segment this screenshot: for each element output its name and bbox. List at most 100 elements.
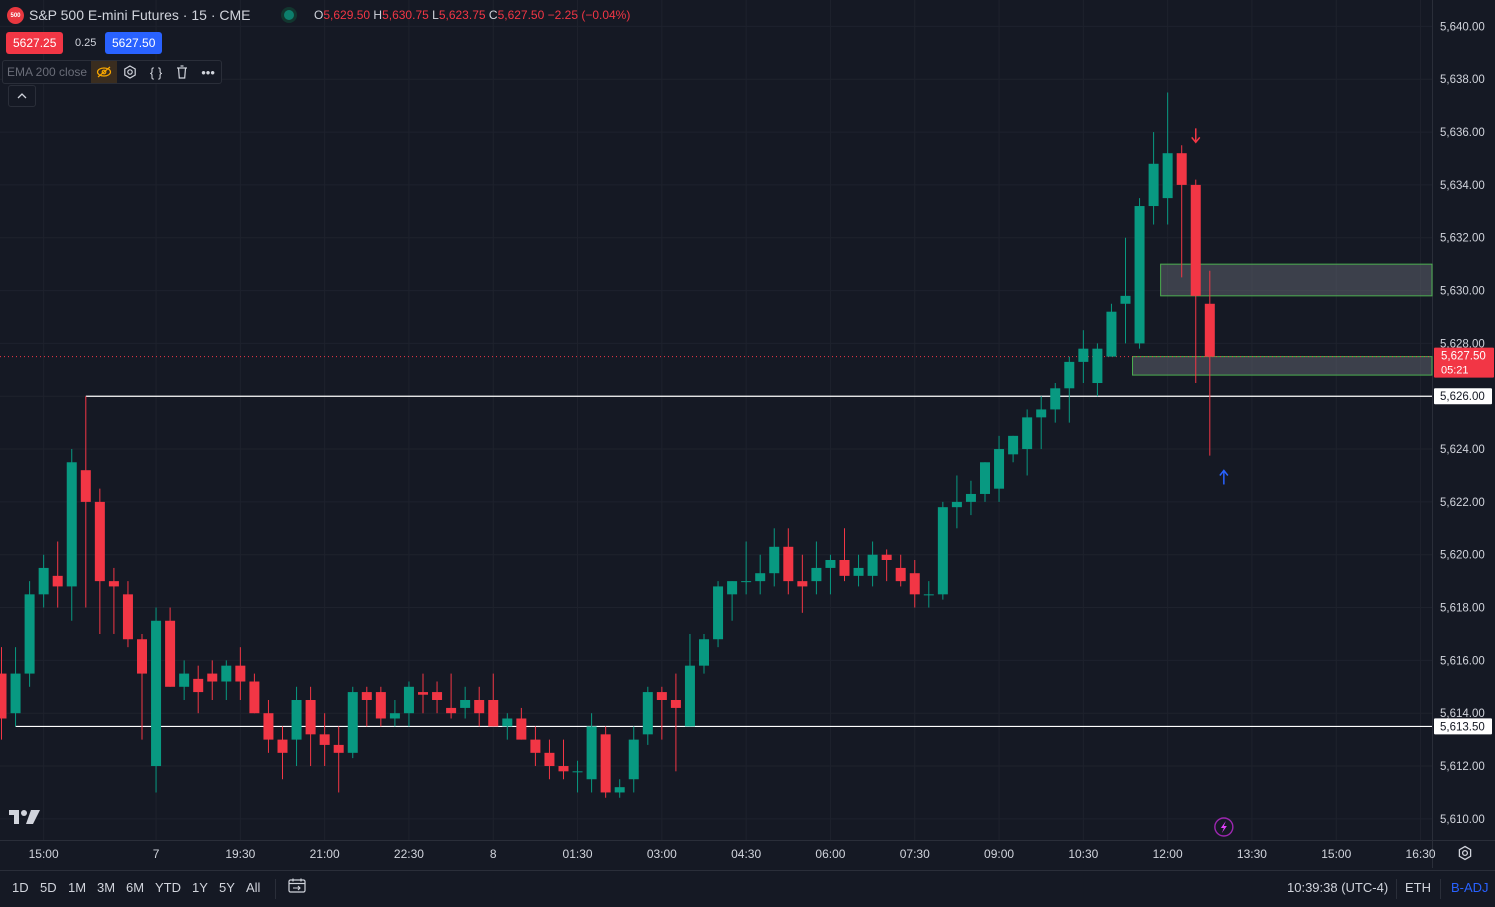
more-icon[interactable]: ••• xyxy=(201,64,215,80)
range-5d-button[interactable]: 5D xyxy=(40,880,57,895)
open-value: 5,629.50 xyxy=(323,8,371,22)
x-axis-tick-label: 15:00 xyxy=(29,847,59,861)
clock-timezone[interactable]: 10:39:38 (UTC-4) xyxy=(1287,880,1389,895)
low-value: 5,623.75 xyxy=(438,8,486,22)
range-6m-button[interactable]: 6M xyxy=(126,880,145,895)
candle-body xyxy=(1106,311,1117,357)
event-marker-bolt xyxy=(1220,821,1227,833)
candle-body xyxy=(741,581,752,583)
symbol-title[interactable]: S&P 500 E-mini Futures · 15 · CME xyxy=(29,7,251,23)
candle-body xyxy=(249,681,260,714)
session-toggle[interactable]: ETH xyxy=(1405,880,1431,895)
candle-body xyxy=(375,692,386,719)
indicator-legend[interactable]: EMA 200 close { } ••• xyxy=(2,60,223,84)
y-axis-tick-label: 5,636.00 xyxy=(1440,127,1485,139)
candle-body xyxy=(684,665,695,727)
x-axis-tick-label: 16:30 xyxy=(1406,847,1436,861)
collapse-legend-button[interactable] xyxy=(8,85,36,107)
candle-body xyxy=(516,718,527,740)
candle-body xyxy=(432,692,443,700)
candle-body xyxy=(951,501,962,508)
candle-body xyxy=(460,700,471,708)
candle-body xyxy=(38,567,49,595)
candle-body xyxy=(755,573,766,582)
candle-body xyxy=(1190,184,1201,296)
candle-body xyxy=(642,692,653,735)
chart-settings-gear-icon[interactable] xyxy=(1457,845,1473,865)
x-axis-tick-label: 15:00 xyxy=(1321,847,1351,861)
range-all-button[interactable]: All xyxy=(246,880,261,895)
hline-price-label-bg xyxy=(1434,388,1492,405)
goto-date-calendar-icon[interactable] xyxy=(288,878,306,893)
indicator-label[interactable]: EMA 200 close xyxy=(7,65,88,79)
candle-body xyxy=(797,581,808,587)
settings-icon[interactable] xyxy=(117,61,143,83)
x-axis-tick-label: 12:00 xyxy=(1153,847,1183,861)
candle-body xyxy=(305,700,316,735)
x-axis-tick-label: 07:30 xyxy=(900,847,930,861)
low-key: L xyxy=(432,8,439,22)
hline-price-label: 5,613.50 xyxy=(1440,721,1485,733)
range-3m-button[interactable]: 3M xyxy=(97,880,116,895)
trash-icon[interactable] xyxy=(169,61,195,83)
back-adjust-toggle[interactable]: B-ADJ xyxy=(1451,880,1489,895)
candle-body xyxy=(994,449,1005,489)
candle-body xyxy=(66,462,77,587)
sell-signal-arrowhead xyxy=(1191,136,1201,144)
sell-button[interactable]: 5627.25 xyxy=(6,32,64,54)
x-axis-tick-label: 21:00 xyxy=(310,847,340,861)
range-ytd-button[interactable]: YTD xyxy=(155,880,181,895)
buy-button[interactable]: 5627.50 xyxy=(105,32,163,54)
candle-body xyxy=(1008,435,1019,455)
candle-body xyxy=(10,673,21,714)
candle-body xyxy=(108,581,119,587)
y-axis-tick-label: 5,616.00 xyxy=(1440,655,1485,667)
candle-body xyxy=(980,462,990,494)
candle-body xyxy=(122,594,133,640)
range-1y-button[interactable]: 1Y xyxy=(192,880,208,895)
eye-off-icon[interactable] xyxy=(91,61,118,83)
candle-body xyxy=(488,700,499,727)
candle-body xyxy=(1176,153,1187,185)
candle-body xyxy=(179,673,190,687)
candle-body xyxy=(867,554,878,576)
candle-body xyxy=(937,507,948,595)
toolbar-divider xyxy=(1440,879,1441,899)
x-axis-tick-label: 8 xyxy=(490,847,497,861)
close-key: C xyxy=(488,8,498,22)
market-status-dot[interactable] xyxy=(284,10,294,20)
x-axis-tick-label: 06:00 xyxy=(815,847,845,861)
candle-body xyxy=(80,470,91,502)
candle-body xyxy=(853,567,864,576)
x-axis-tick-label: 13:30 xyxy=(1237,847,1267,861)
candle-body xyxy=(1204,303,1215,357)
y-axis-tick-label: 5,612.00 xyxy=(1440,761,1485,773)
close-value: 5,627.50 xyxy=(497,8,545,22)
y-axis-tick-label: 5,638.00 xyxy=(1440,74,1485,86)
hline-price-label: 5,626.00 xyxy=(1440,391,1485,403)
range-1d-button[interactable]: 1D xyxy=(12,880,29,895)
candle-body xyxy=(0,673,7,719)
open-key: O xyxy=(314,8,324,22)
candle-body xyxy=(1162,153,1173,199)
range-1m-button[interactable]: 1M xyxy=(68,880,87,895)
candle-body xyxy=(965,493,976,502)
x-axis-tick-label: 7 xyxy=(153,847,160,861)
candle-body xyxy=(600,734,611,793)
y-axis-tick-label: 5,614.00 xyxy=(1440,708,1485,720)
range-5y-button[interactable]: 5Y xyxy=(219,880,235,895)
candle-body xyxy=(628,739,639,780)
event-marker-icon xyxy=(1214,817,1234,837)
x-axis-tick-label: 22:30 xyxy=(394,847,424,861)
candle-body xyxy=(839,560,850,576)
candle-body xyxy=(727,581,738,595)
zone-box-1 xyxy=(1132,356,1433,376)
candle-body xyxy=(52,575,63,587)
candle-body xyxy=(403,686,414,714)
high-value: 5,630.75 xyxy=(382,8,429,22)
candle-body xyxy=(446,707,457,714)
current-price-label-bg xyxy=(1434,347,1494,378)
candle-body xyxy=(558,766,569,772)
source-code-icon[interactable]: { } xyxy=(149,64,163,80)
